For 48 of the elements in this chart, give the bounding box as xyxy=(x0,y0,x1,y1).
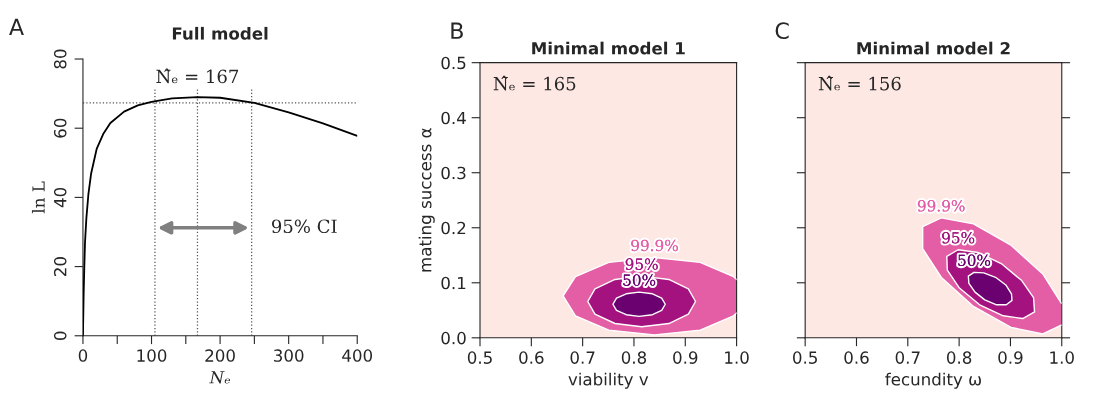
y-tick-label: 0.3 xyxy=(441,166,466,180)
y-tick-label: 0.2 xyxy=(441,221,466,235)
series-label: 95% xyxy=(942,231,975,244)
series-label: 50% xyxy=(958,254,991,267)
y-tick-label: 0 xyxy=(53,331,67,340)
y-tick-label: 80 xyxy=(53,49,67,69)
x-tick-label: 300 xyxy=(274,349,304,362)
y-tick-label: 0.1 xyxy=(441,276,466,290)
text: C xyxy=(775,22,789,40)
y-tick-label: 0.0 xyxy=(441,331,466,345)
text: A xyxy=(9,18,24,36)
y-tick-label: 60 xyxy=(53,118,67,138)
x-tick-label: 0.6 xyxy=(844,351,869,364)
x-tick-label: 0.9 xyxy=(998,351,1023,364)
chart-title: Minimal model 2 xyxy=(857,41,1010,55)
y-axis-title: mating success α xyxy=(418,128,435,272)
x-tick-label: 0 xyxy=(78,349,88,362)
x-tick-label: 0.8 xyxy=(946,351,972,364)
annotation: 95% CI xyxy=(271,219,337,234)
x-tick-label: 1.0 xyxy=(1050,351,1074,364)
x-tick-label: 400 xyxy=(342,349,373,362)
x-tick-label: 0.7 xyxy=(895,351,920,364)
series-label: 99.9% xyxy=(917,200,965,212)
x-axis-title: Nₑ xyxy=(209,371,230,384)
y-tick-label: 0.4 xyxy=(441,111,466,125)
y-axis-title: ln L xyxy=(31,181,45,214)
x-tick-label: 0.5 xyxy=(467,351,492,364)
x-tick-label: 200 xyxy=(205,349,235,362)
y-tick-label: 0.5 xyxy=(441,56,466,70)
x-tick-label: 0.7 xyxy=(570,351,595,364)
x-tick-label: 0.8 xyxy=(621,351,647,364)
x-axis-title: fecundity ω xyxy=(885,372,981,389)
chart-title: Full model xyxy=(172,26,268,40)
x-axis-title: viability v xyxy=(568,372,649,389)
x-tick-label: 1.0 xyxy=(725,351,749,364)
chart-title: Minimal model 1 xyxy=(532,41,685,55)
x-tick-label: 0.6 xyxy=(519,351,544,364)
x-tick-label: 0.5 xyxy=(793,351,817,364)
y-tick-label: 40 xyxy=(53,187,67,208)
series-label: 95% xyxy=(625,258,658,270)
annotation: N̂ₑ = 156 xyxy=(818,75,901,91)
x-tick-label: 0.9 xyxy=(673,351,698,364)
annotation: N̂ₑ = 165 xyxy=(493,75,576,91)
ref-line-label: N̂ₑ = 167 xyxy=(156,68,239,84)
x-tick-label: 100 xyxy=(137,349,167,362)
y-tick-label: 20 xyxy=(53,257,67,276)
series-label: 99.9% xyxy=(631,239,678,252)
text: B xyxy=(451,22,463,39)
